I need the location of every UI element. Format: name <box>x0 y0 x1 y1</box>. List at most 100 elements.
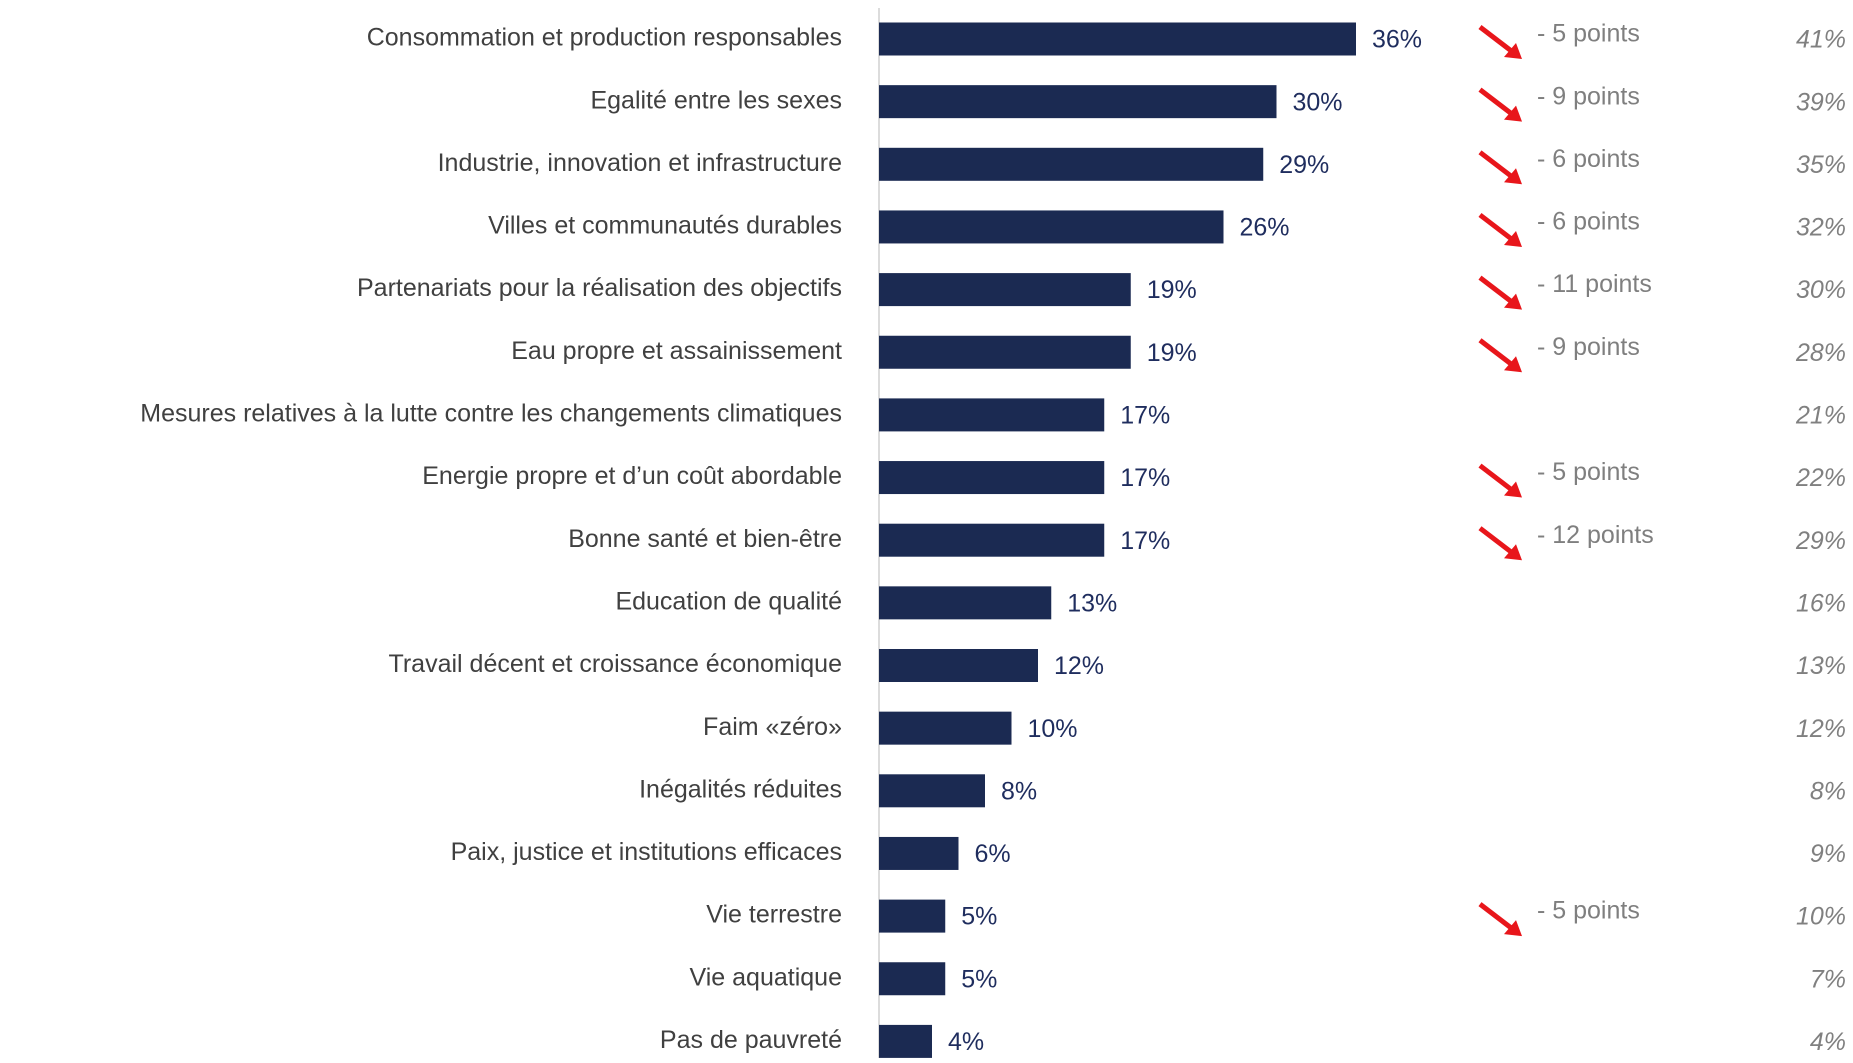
previous-label: 29% <box>1795 527 1846 555</box>
value-label: 5% <box>961 903 997 931</box>
value-label: 36% <box>1372 26 1422 54</box>
bar <box>879 962 946 996</box>
value-label: 26% <box>1240 214 1290 242</box>
value-label: 17% <box>1120 527 1170 555</box>
bar <box>879 461 1105 495</box>
previous-label: 21% <box>1795 402 1846 430</box>
category-label: Vie aquatique <box>690 963 842 991</box>
arrow-head <box>1504 168 1522 185</box>
arrow-head <box>1504 356 1522 373</box>
category-label: Industrie, innovation et infrastructure <box>438 149 842 177</box>
value-label: 17% <box>1120 464 1170 492</box>
change-label: - 9 points <box>1537 333 1640 361</box>
value-label: 13% <box>1067 589 1117 617</box>
value-label: 12% <box>1054 652 1104 680</box>
previous-label: 41% <box>1796 26 1846 54</box>
previous-label: 32% <box>1796 214 1846 242</box>
category-label: Consommation et production responsables <box>367 24 842 52</box>
arrow-shaft <box>1478 87 1516 118</box>
arrow-shaft <box>1478 902 1516 933</box>
category-label: Energie propre et d’un coût abordable <box>422 462 842 490</box>
change-label: - 11 points <box>1537 270 1652 298</box>
category-label: Inégalités réduites <box>639 775 842 803</box>
arrow-head <box>1504 230 1522 247</box>
bar <box>879 523 1105 557</box>
change-arrow <box>1478 902 1522 937</box>
change-label: - 5 points <box>1537 897 1640 925</box>
category-label: Faim «zéro» <box>703 713 842 741</box>
change-label: - 6 points <box>1537 208 1640 236</box>
category-label: Bonne santé et bien-être <box>568 525 842 553</box>
value-label: 30% <box>1293 88 1343 116</box>
previous-label: 8% <box>1810 777 1846 805</box>
arrow-shaft <box>1478 150 1516 181</box>
change-label: - 5 points <box>1537 458 1640 486</box>
previous-label: 35% <box>1796 151 1846 179</box>
category-label: Egalité entre les sexes <box>590 86 842 114</box>
category-label: Villes et communautés durables <box>488 212 842 240</box>
arrow-shaft <box>1478 526 1516 557</box>
arrow-head <box>1504 481 1522 498</box>
previous-label: 16% <box>1796 589 1846 617</box>
change-arrow <box>1478 25 1522 59</box>
change-arrow <box>1478 338 1522 373</box>
bar <box>879 586 1052 620</box>
change-arrow <box>1478 463 1522 498</box>
change-label: - 5 points <box>1537 20 1640 48</box>
change-arrow <box>1478 87 1522 122</box>
value-label: 19% <box>1147 339 1197 367</box>
value-label: 17% <box>1120 402 1170 430</box>
bar <box>879 22 1356 56</box>
arrow-shaft <box>1478 338 1516 369</box>
previous-label: 22% <box>1795 464 1846 492</box>
previous-label: 7% <box>1810 965 1846 993</box>
change-label: - 9 points <box>1537 82 1640 110</box>
change-label: - 6 points <box>1537 145 1640 173</box>
bar <box>879 273 1131 307</box>
previous-label: 4% <box>1810 1028 1846 1056</box>
category-label: Partenariats pour la réalisation des obj… <box>357 274 842 302</box>
change-arrow <box>1478 212 1522 247</box>
arrow-shaft <box>1478 275 1516 306</box>
arrow-head <box>1504 544 1522 561</box>
previous-label: 13% <box>1796 652 1846 680</box>
value-label: 8% <box>1001 777 1037 805</box>
value-label: 10% <box>1028 715 1078 743</box>
previous-label: 12% <box>1796 715 1846 743</box>
category-label: Paix, justice et institutions efficaces <box>451 838 842 866</box>
bar <box>879 335 1131 369</box>
change-arrow <box>1478 275 1522 310</box>
arrow-head <box>1504 43 1522 59</box>
previous-label: 39% <box>1796 88 1846 116</box>
value-label: 29% <box>1279 151 1329 179</box>
bar <box>879 147 1264 181</box>
bar <box>879 899 946 933</box>
value-label: 5% <box>961 965 997 993</box>
arrow-shaft <box>1478 463 1516 494</box>
arrow-head <box>1504 293 1522 310</box>
bar <box>879 1024 932 1058</box>
category-label: Education de qualité <box>615 587 842 615</box>
value-label: 6% <box>975 840 1011 868</box>
bar <box>879 774 985 808</box>
bar <box>879 398 1105 432</box>
value-label: 4% <box>948 1028 984 1056</box>
arrow-shaft <box>1478 212 1516 243</box>
previous-label: 28% <box>1795 339 1846 367</box>
arrow-head <box>1504 920 1522 937</box>
value-label: 19% <box>1147 276 1197 304</box>
change-arrow <box>1478 526 1522 561</box>
bar <box>879 649 1038 682</box>
bar <box>879 711 1012 745</box>
category-label: Travail décent et croissance économique <box>389 650 842 678</box>
bar <box>879 836 959 870</box>
previous-label: 30% <box>1796 276 1846 304</box>
bar <box>879 210 1224 244</box>
category-label: Pas de pauvreté <box>660 1026 842 1054</box>
bar <box>879 85 1277 119</box>
change-arrow <box>1478 150 1522 185</box>
change-label: - 12 points <box>1537 521 1654 549</box>
arrow-shaft <box>1478 25 1516 55</box>
previous-label: 10% <box>1796 903 1846 931</box>
